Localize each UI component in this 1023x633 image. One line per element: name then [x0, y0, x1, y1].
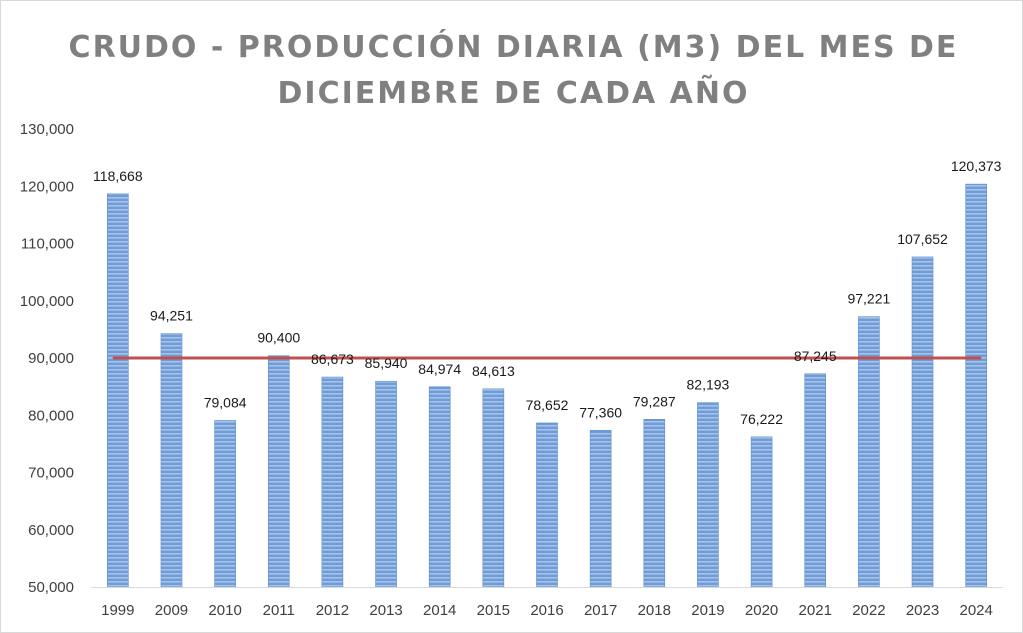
- x-tick-label: 2022: [852, 602, 885, 619]
- bar-2023: [911, 256, 934, 588]
- data-label-2011: 90,400: [257, 330, 300, 346]
- bar-2021: [804, 373, 827, 588]
- data-label-2023: 107,652: [897, 231, 948, 247]
- x-tick-label: 2023: [906, 602, 939, 619]
- x-tick-label: 2014: [423, 602, 456, 619]
- x-tick-label: 2017: [584, 602, 617, 619]
- x-tick-label: 2020: [745, 602, 778, 619]
- x-tick-label: 2018: [638, 602, 671, 619]
- y-tick-label: 60,000: [28, 522, 74, 539]
- bar-2019: [697, 402, 719, 588]
- bar-2009: [160, 333, 183, 588]
- x-tick-label: 1999: [101, 602, 134, 619]
- data-label-1999: 118,668: [93, 168, 143, 184]
- x-tick-label: 2024: [959, 602, 992, 619]
- bar-1999: [107, 193, 129, 588]
- data-label-2019: 82,193: [687, 377, 730, 393]
- data-label-2020: 76,222: [740, 411, 783, 427]
- x-tick-label: 2021: [799, 602, 832, 619]
- data-label-2021: 87,245: [794, 348, 837, 364]
- bar-2013: [375, 380, 397, 588]
- bar-2010: [214, 420, 236, 588]
- bar-2014: [428, 386, 451, 588]
- data-label-2024: 120,373: [951, 158, 1002, 174]
- data-label-2015: 84,613: [472, 363, 515, 379]
- y-tick-label: 120,000: [20, 178, 74, 195]
- bars: [107, 183, 987, 588]
- data-label-2010: 79,084: [204, 394, 247, 410]
- data-label-2009: 94,251: [150, 308, 193, 324]
- x-tick-label: 2013: [369, 602, 402, 619]
- data-label-2012: 86,673: [311, 351, 354, 367]
- y-tick-label: 80,000: [28, 407, 74, 424]
- x-axis-ticks: 1999 2009 2010 2011 2012 2013 2014 2015 2016 2017…: [101, 602, 993, 619]
- bar-2016: [536, 422, 558, 588]
- bar-2020: [750, 436, 773, 588]
- data-label-2022: 97,221: [847, 291, 890, 307]
- bar-2015: [482, 388, 505, 588]
- y-axis-ticks: 50,000 60,000 70,000 80,000 90,000 100,000 110…: [20, 121, 74, 596]
- data-label-2017: 77,360: [579, 404, 622, 420]
- data-label-2014: 84,974: [418, 361, 461, 377]
- data-label-2016: 78,652: [526, 397, 569, 413]
- y-tick-label: 110,000: [21, 236, 74, 253]
- bar-2018: [643, 419, 666, 588]
- x-tick-label: 2015: [477, 602, 510, 619]
- bar-2011: [267, 355, 290, 588]
- y-tick-label: 90,000: [28, 350, 74, 367]
- y-tick-label: 130,000: [20, 121, 74, 138]
- bar-2012: [321, 376, 344, 588]
- y-tick-label: 50,000: [28, 579, 74, 596]
- data-label-2013: 85,940: [365, 355, 408, 371]
- bar-2017: [589, 430, 612, 588]
- x-tick-label: 2011: [263, 602, 295, 619]
- y-tick-label: 100,000: [20, 293, 74, 310]
- x-tick-label: 2012: [316, 602, 349, 619]
- x-tick-label: 2009: [155, 602, 188, 619]
- data-label-2018: 79,287: [633, 393, 676, 409]
- chart-title: CRUDO - PRODUCCIÓN DIARIA (M3) DEL MES D…: [68, 30, 959, 111]
- bar-2024: [965, 183, 987, 588]
- x-tick-label: 2016: [530, 602, 563, 619]
- data-labels: 118,668 94,251 79,084 90,400 86,673 85,940 84,…: [93, 158, 1002, 427]
- x-tick-label: 2010: [208, 602, 241, 619]
- y-tick-label: 70,000: [28, 465, 74, 482]
- x-tick-label: 2019: [691, 602, 724, 619]
